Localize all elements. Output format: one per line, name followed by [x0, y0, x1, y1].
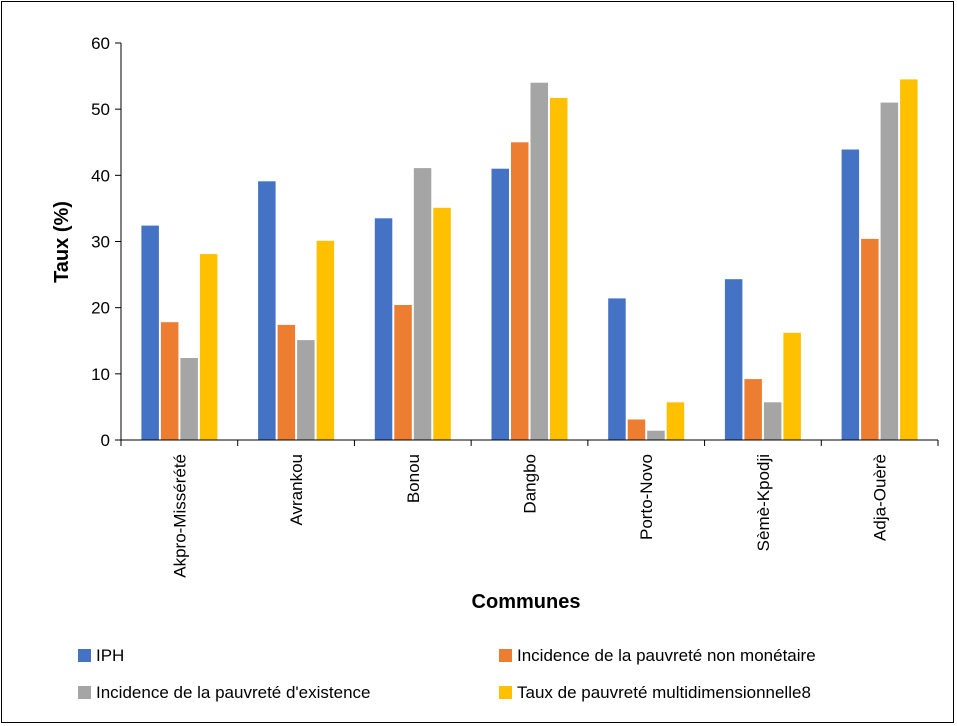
y-tick-label: 40 — [91, 166, 110, 185]
bar — [374, 218, 393, 440]
bar — [627, 419, 646, 440]
legend-swatch — [499, 649, 512, 662]
x-tick-label: Dangbo — [521, 454, 540, 514]
x-axis-title: Communes — [472, 591, 581, 613]
legend-swatch — [78, 686, 91, 699]
bar — [783, 332, 801, 440]
bar — [647, 430, 665, 440]
bar — [297, 340, 315, 440]
x-tick-label: Akpro-Missérété — [170, 454, 189, 578]
bar — [180, 358, 198, 440]
bar — [433, 207, 451, 440]
bar — [841, 149, 860, 440]
y-tick-label: 20 — [91, 299, 110, 318]
x-tick-label: Porto-Novo — [637, 454, 656, 540]
bar — [550, 97, 568, 441]
bar — [413, 168, 432, 440]
bar — [394, 305, 412, 440]
x-tick-label: Adja-Ouèrè — [871, 454, 890, 541]
legend-swatch — [499, 686, 512, 699]
bar — [724, 279, 743, 440]
y-tick-label: 30 — [91, 233, 110, 252]
y-tick-label: 60 — [91, 34, 110, 53]
y-tick-label: 0 — [101, 431, 110, 450]
bar — [258, 181, 276, 441]
legend-label: Taux de pauvreté multidimensionnelle8 — [517, 683, 811, 702]
legend-label: Incidence de la pauvreté non monétaire — [517, 646, 816, 665]
bar — [666, 402, 685, 440]
bar — [277, 324, 296, 440]
bar — [491, 168, 509, 440]
bar — [141, 225, 159, 440]
x-tick-label: Bonou — [404, 454, 423, 503]
bar — [316, 240, 335, 440]
bar — [880, 102, 899, 440]
bar — [608, 298, 626, 440]
legend-label: IPH — [96, 646, 124, 665]
bar — [511, 142, 529, 441]
axis-layer: 0 10 20 30 40 50 60 Akpro-Missérété Avrankou Bono… — [91, 34, 939, 578]
bar — [744, 379, 762, 440]
y-tick-label: 10 — [91, 365, 110, 384]
bar — [530, 82, 548, 440]
bar — [763, 402, 782, 440]
bar — [900, 79, 918, 441]
x-tick-label: Sèmè-Kpodji — [754, 454, 773, 551]
bar — [199, 254, 218, 440]
y-tick-label: 50 — [91, 100, 110, 119]
legend: IPH Incidence de la pauvreté non monétair… — [78, 646, 816, 702]
bar — [160, 322, 179, 440]
bars-layer — [141, 79, 918, 441]
legend-label: Incidence de la pauvreté d'existence — [96, 683, 370, 702]
y-axis-title: Taux (%) — [51, 201, 73, 283]
legend-swatch — [78, 649, 91, 662]
bar — [861, 238, 879, 440]
x-tick-label: Avrankou — [287, 454, 306, 526]
